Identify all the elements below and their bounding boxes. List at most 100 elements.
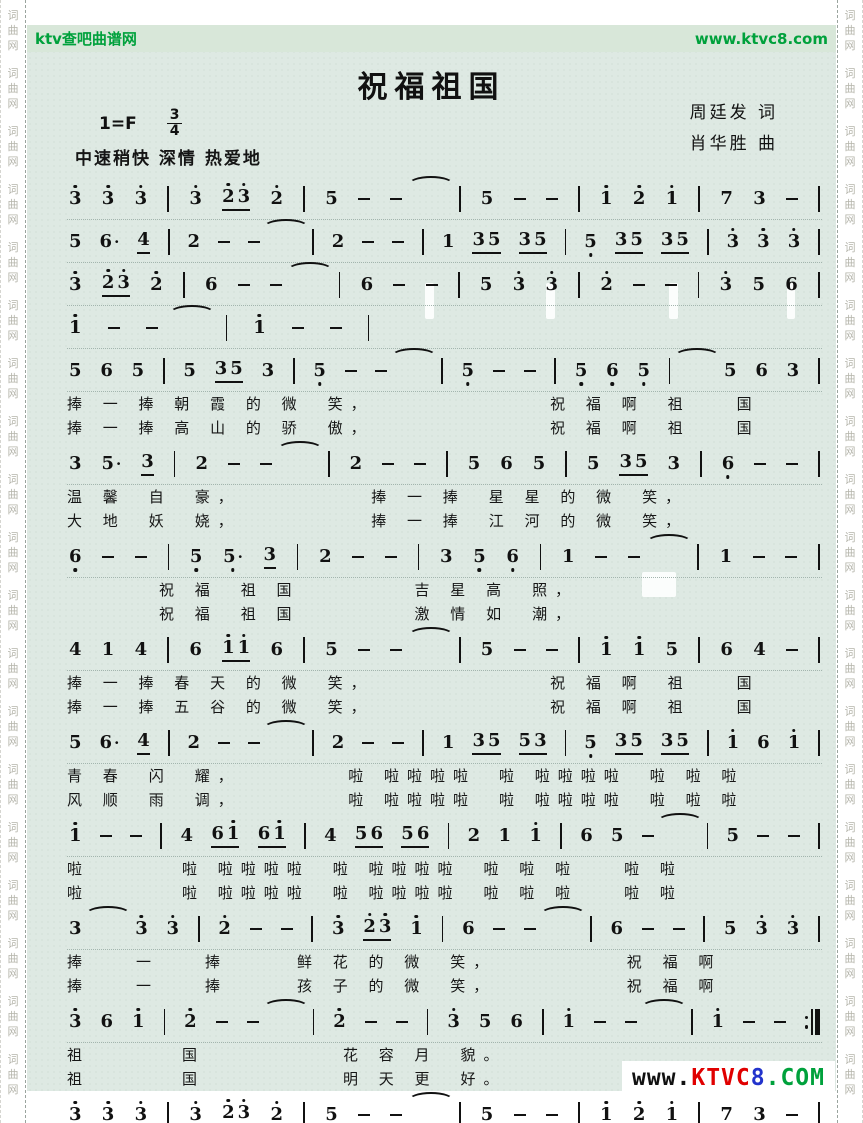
margin-char: 网 [7, 329, 19, 342]
octave-dot-above [731, 227, 735, 231]
margin-char: 网 [844, 39, 856, 52]
barline [578, 272, 581, 298]
dash-note [524, 927, 537, 931]
note: 2 [332, 232, 345, 252]
dash-note [392, 741, 405, 745]
octave-dot-above [731, 728, 735, 732]
barline [698, 637, 701, 663]
note-digit: 5 [665, 639, 679, 660]
octave-dot-above [414, 914, 419, 918]
octave-dot-above [637, 184, 641, 188]
margin-char: 曲 [7, 662, 19, 675]
barline [564, 229, 567, 255]
octave-dot-below [588, 754, 593, 758]
note: 6 · [100, 232, 120, 252]
system: 6 5 5 · 3 2 3 5 6 1 1 祝 福 祖 国 吉 星 高 照， 祝 福 祖 国 激 情… [67, 534, 822, 626]
augmentation-dot: · [116, 455, 122, 473]
note: 1 [633, 635, 645, 660]
dash-note [393, 283, 406, 287]
note-digit: 6 [204, 274, 218, 295]
octave-dot-above [226, 182, 231, 187]
note: 2 [468, 826, 481, 846]
note-digit: 2 [331, 732, 345, 753]
barline [690, 1009, 693, 1035]
octave-dot-above [231, 819, 235, 824]
margin-char: 词 [7, 241, 19, 254]
site-watermark: www. KTVC 8 .COM [621, 1061, 835, 1094]
note: 6 [785, 275, 798, 295]
note: 5 [637, 361, 650, 386]
dash-note [513, 1113, 526, 1117]
note-digit: 6 [99, 231, 113, 252]
repeat-barline [804, 1009, 820, 1035]
note: 2 [270, 184, 283, 209]
dash-note [218, 741, 231, 745]
note-digit: 5 [574, 360, 588, 381]
note-digit: 1 [441, 732, 455, 753]
song-header: 祝福祖国 1=F 3 4 中速稍快 深情 热爱地 周廷发 词 肖华胜 曲 [27, 52, 836, 178]
margin-text-group: 词曲网 [1, 936, 25, 981]
barline [163, 1009, 166, 1035]
note: 1 [788, 728, 800, 753]
dash-note [545, 197, 558, 201]
octave-dot-above [277, 819, 282, 824]
octave-dot-above [383, 912, 387, 917]
margin-char: 曲 [7, 430, 19, 443]
tempo-marking: 中速稍快 深情 热爱地 [75, 149, 262, 169]
note-digit: 3 [69, 1104, 82, 1123]
margin-char: 网 [7, 735, 19, 748]
note-digit: 5 [752, 274, 765, 295]
barline [818, 451, 820, 477]
margin-text-group: 词曲网 [1, 704, 25, 749]
margin-char: 词 [7, 183, 19, 196]
note-digit: 3 [69, 1011, 82, 1032]
note-digit: 3 [512, 274, 526, 295]
barline [818, 637, 820, 663]
dash-note [785, 1113, 798, 1117]
octave-dot-above [136, 1007, 141, 1011]
note: 1 [227, 819, 239, 844]
note: 6 [69, 547, 82, 572]
note: 3 [264, 545, 277, 565]
note: 3 [69, 184, 82, 209]
note-digit: 5 [354, 823, 368, 845]
dash-note [627, 555, 640, 559]
note: 6 [361, 275, 374, 295]
margin-text-group: 词曲网 [1, 994, 25, 1039]
composer-credit: 肖华胜 曲 [689, 134, 778, 154]
note: 2 [319, 547, 332, 567]
note: 5 [183, 361, 196, 381]
octave-dot-above [73, 270, 78, 274]
barline [698, 186, 701, 212]
site-name-link[interactable]: ktv查吧曲谱网 [35, 30, 137, 48]
site-url-link[interactable]: www.ktvc8.com [694, 29, 828, 48]
note: 3 [189, 1100, 202, 1123]
barline [367, 315, 370, 341]
note-digit: 3 [141, 451, 154, 473]
note: 3 [117, 268, 130, 293]
margin-char: 曲 [7, 778, 19, 791]
barline [312, 1009, 315, 1035]
barline [697, 544, 699, 570]
margin-text-group: 词曲网 [838, 820, 862, 865]
note: 1 [600, 1100, 613, 1123]
margin-text-group: 词曲网 [838, 414, 862, 459]
note: 7 [720, 189, 733, 209]
margin-char: 词 [7, 473, 19, 486]
barline [441, 358, 443, 384]
note-digit: 4 [69, 639, 82, 660]
note: 5 [584, 232, 597, 257]
barline [162, 358, 165, 384]
note: 5 [676, 731, 689, 751]
octave-dot-above [792, 227, 796, 231]
note: 3 [102, 184, 114, 209]
note: 5 · [223, 547, 243, 572]
note-digit: 3 [261, 360, 275, 381]
note-digit: 5 [478, 1011, 492, 1032]
tie-slur [263, 219, 310, 236]
note-digit: 3 [755, 918, 768, 939]
margin-char: 词 [844, 9, 856, 22]
